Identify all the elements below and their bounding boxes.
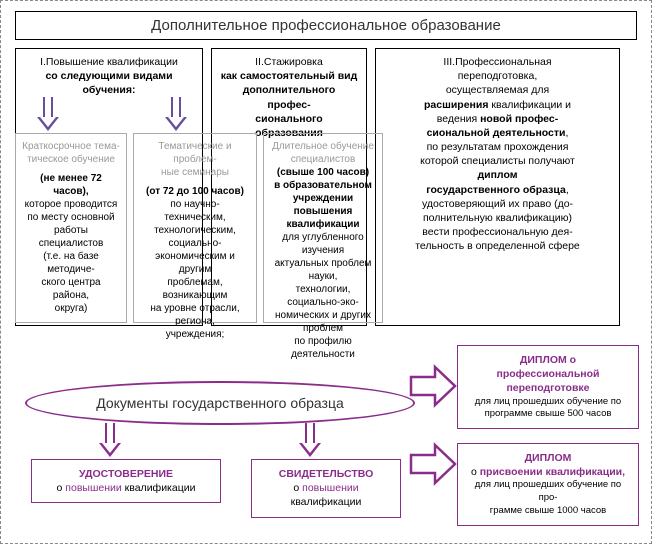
arrow-down-icon xyxy=(39,97,57,131)
l3: переподготовке xyxy=(466,381,630,395)
l2b: повышении xyxy=(302,482,358,494)
s1: для лиц прошедших обучение по про- xyxy=(466,479,630,505)
head: Стажировка xyxy=(264,56,323,68)
c5: ского центра района, xyxy=(22,276,120,302)
head2: переподготовка xyxy=(458,70,535,82)
arrow-right-icon xyxy=(409,363,457,409)
h2: ные семинары xyxy=(140,166,250,179)
arrow-right-icon xyxy=(409,441,457,487)
l2: дополнительного профес- xyxy=(243,84,336,110)
sub-c: Длительное обучение специалистов (свыше … xyxy=(263,133,383,323)
arrow-down-icon xyxy=(101,423,119,457)
diagram-root: Дополнительное профессиональное образова… xyxy=(0,0,652,544)
l1: УДОСТОВЕРЕНИЕ xyxy=(40,467,212,481)
h1: Длительное обучение xyxy=(270,140,376,153)
doc-dip1: ДИПЛОМ о профессиональной переподготовке… xyxy=(457,345,639,429)
c2: по месту основной xyxy=(22,211,120,224)
l2a: о xyxy=(57,482,66,494)
ellipse-label: Документы государственного образца xyxy=(25,381,415,425)
num: III. xyxy=(443,56,455,68)
t8: государственного образца xyxy=(426,184,566,196)
c2: технологическим, социально- xyxy=(140,224,250,250)
doc-svid: СВИДЕТЕЛЬСТВО о повышении квалификации xyxy=(251,459,401,518)
h1: Тематические и проблем- xyxy=(140,140,250,166)
c2: актуальных проблем науки, xyxy=(270,257,376,283)
sub-row: Краткосрочное тема- тическое обучение (н… xyxy=(15,133,383,323)
d1: в образовательном xyxy=(270,179,376,192)
h2: тическое обучение xyxy=(22,153,120,166)
c6: округа) xyxy=(22,302,120,315)
c1: которое проводится xyxy=(22,198,120,211)
t4: сиональной деятельности xyxy=(427,127,566,139)
c5: на уровне отрасли, региона, xyxy=(140,302,250,328)
b3: ), xyxy=(83,186,89,197)
l2c: квалификации xyxy=(122,482,196,494)
t10: полнительную квалификацию) xyxy=(423,212,572,224)
l1: СВИДЕТЕЛЬСТВО xyxy=(260,467,392,481)
l2b: присвоении квалификации, xyxy=(480,466,625,478)
t11: вести профессиональную дея- xyxy=(422,226,572,238)
l2: профессиональной xyxy=(466,367,630,381)
h2: специалистов xyxy=(270,153,376,166)
t2b: квалификации и xyxy=(488,99,571,111)
s1: для лиц прошедших обучение по xyxy=(466,396,630,409)
sub: со следующими видами обучения: xyxy=(45,70,172,96)
t3a: ведения xyxy=(437,113,480,125)
b3: часов) xyxy=(209,186,244,197)
c5: по профилю деятельности xyxy=(270,335,376,361)
t12: тельность в определенной сфере xyxy=(415,240,580,252)
s2: грамме свыше 1000 часов xyxy=(466,505,630,518)
t9: удостоверяющий их право (до- xyxy=(422,198,573,210)
t1: осуществляемая для xyxy=(446,84,549,96)
l1: как самостоятельный вид xyxy=(221,70,358,82)
l3: квалификации xyxy=(260,495,392,509)
s2: программе свыше 500 часов xyxy=(466,408,630,421)
l2b: повышении xyxy=(65,482,121,494)
b1: (свыше xyxy=(277,167,317,178)
t7: диплом xyxy=(477,169,517,181)
t3b: новой профес- xyxy=(480,113,558,125)
main-title: Дополнительное профессиональное образова… xyxy=(15,11,637,40)
b2: 100 xyxy=(317,167,334,178)
num: II. xyxy=(255,56,264,68)
b1: (не менее xyxy=(40,173,91,184)
c6: учреждения; xyxy=(140,328,250,341)
d2: учреждении повышения xyxy=(270,192,376,218)
c3: экономическим и другим xyxy=(140,250,250,276)
c1: по научно-техническим, xyxy=(140,198,250,224)
l2a: о xyxy=(471,466,480,478)
c4: проблемам, возникающим xyxy=(140,276,250,302)
t5: по результатам прохождения xyxy=(427,141,569,153)
box-iii: III.Профессиональная переподготовка, осу… xyxy=(375,48,620,326)
sub-b: Тематические и проблем- ные семинары (от… xyxy=(133,133,257,323)
b1: (от xyxy=(146,186,163,197)
doc-udost: УДОСТОВЕРЕНИЕ о повышении квалификации xyxy=(31,459,221,503)
b2: 72 до 100 xyxy=(163,186,209,197)
l2a: о xyxy=(293,482,302,494)
arrow-down-icon xyxy=(301,423,319,457)
b3: часов) xyxy=(334,167,369,178)
head: Повышение квалификации xyxy=(46,56,178,68)
c3: технологии, социально-эко- xyxy=(270,283,376,309)
c4: (т.е. на базе методиче- xyxy=(22,250,120,276)
head: Профессиональная xyxy=(455,56,551,68)
t6: которой специалисты получают xyxy=(420,155,575,167)
c3: работы специалистов xyxy=(22,224,120,250)
d3: квалификации xyxy=(270,218,376,231)
ellipse-wrap: Документы государственного образца xyxy=(25,381,415,425)
t2a: расширения xyxy=(424,99,488,111)
h1: Краткосрочное тема- xyxy=(22,140,120,153)
arrow-down-icon xyxy=(167,97,185,131)
doc-dip2: ДИПЛОМ о присвоении квалификации, для ли… xyxy=(457,443,639,526)
l1: ДИПЛОМ xyxy=(466,451,630,465)
c4: номических и других проблем xyxy=(270,309,376,335)
l1: ДИПЛОМ о xyxy=(466,353,630,367)
sub-a: Краткосрочное тема- тическое обучение (н… xyxy=(15,133,127,323)
c1: для углубленного изучения xyxy=(270,231,376,257)
